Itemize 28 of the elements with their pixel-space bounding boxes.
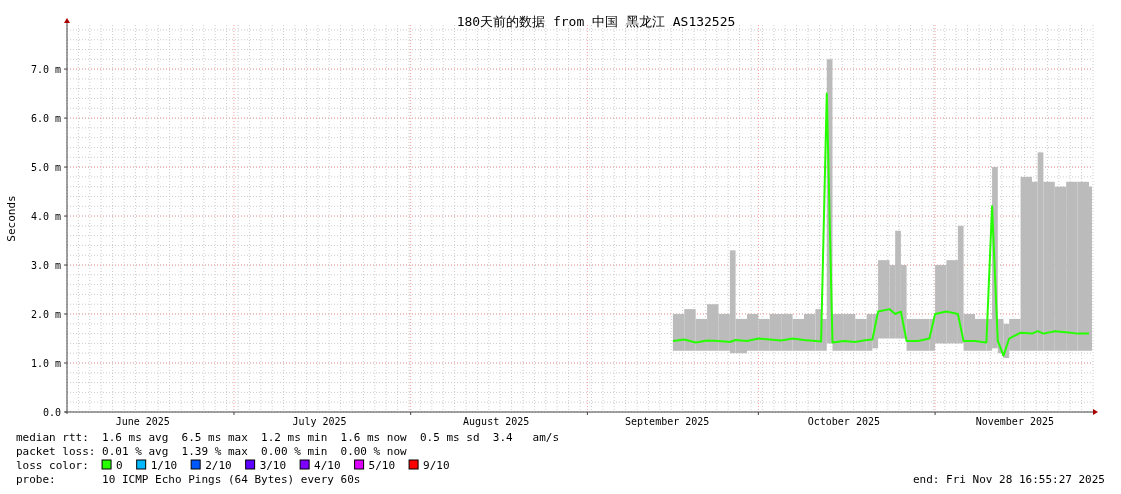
- x-tick-label: August 2025: [463, 416, 530, 427]
- text: packet loss: 0.01 % avg 1.39 % max 0.00 % min 0.00 % now: [16, 445, 408, 458]
- text: 9/10: [423, 459, 450, 472]
- text: 0: [116, 459, 123, 472]
- x-tick-label: November 2025: [975, 416, 1055, 427]
- y-tick-label: 0.0: [42, 407, 61, 418]
- text: probe: 10 ICMP Echo Pings (64 Bytes) every 60s: [16, 473, 361, 486]
- x-tick-label: October 2025: [807, 416, 881, 427]
- text: loss color:: [16, 459, 89, 472]
- x-tick-label: September 2025: [625, 416, 710, 427]
- chart-title: 180天前的数据 from 中国 黑龙江 AS132525: [456, 14, 736, 29]
- y-tick-label: 6.0 m: [30, 113, 61, 125]
- y-tick-label: 4.0 m: [30, 211, 61, 223]
- text: 4/10: [314, 459, 341, 472]
- text: 1/10: [150, 459, 178, 472]
- text: median rtt: 1.6 ms avg 6.5 ms max 1.2 ms min 1.6 ms now 0.5 ms sd 3.4 am/s: [16, 431, 560, 444]
- y-tick-label: 1.0 m: [30, 358, 61, 370]
- text: end: Fri Nov 28 16:55:27 2025: [912, 473, 1105, 486]
- x-tick-label: July 2025: [292, 416, 347, 427]
- y-tick-label: 2.0 m: [30, 309, 61, 321]
- y-tick-label: 5.0 m: [30, 162, 61, 174]
- x-tick-label: June 2025: [115, 416, 170, 427]
- y-tick-label: 7.0 m: [30, 64, 61, 76]
- text: 5/10: [368, 459, 396, 472]
- text: 2/10: [205, 459, 232, 472]
- text: 3/10: [259, 459, 287, 472]
- y-tick-label: 3.0 m: [30, 260, 61, 272]
- y-axis-title: Seconds: [5, 195, 18, 242]
